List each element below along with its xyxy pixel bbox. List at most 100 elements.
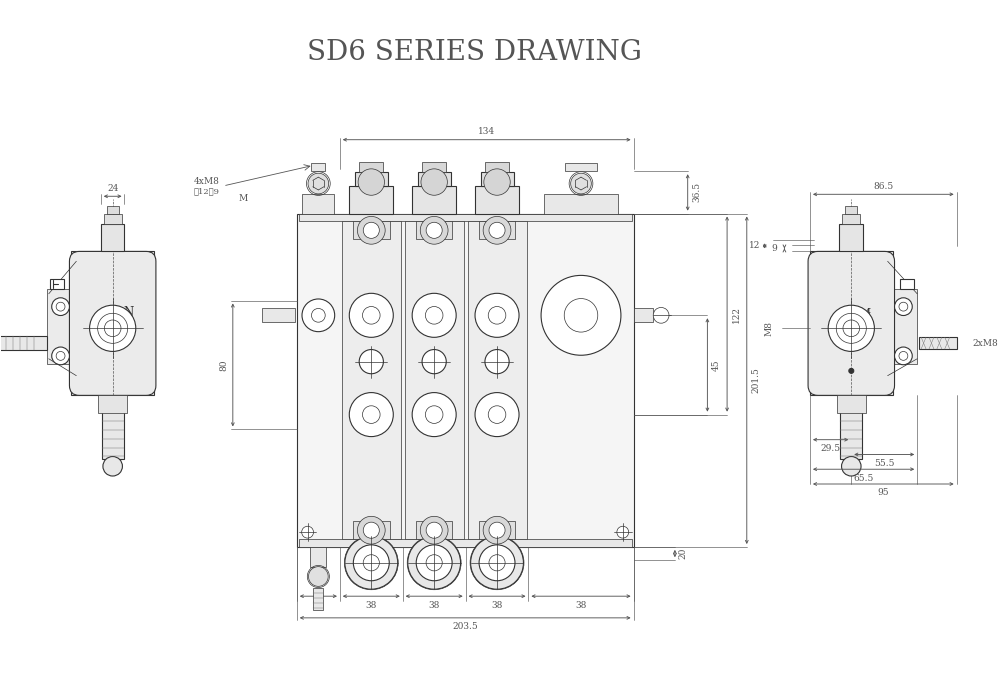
- Bar: [485, 163, 509, 172]
- Text: 12: 12: [749, 242, 761, 251]
- Circle shape: [564, 299, 598, 332]
- Circle shape: [363, 555, 379, 571]
- Circle shape: [104, 320, 121, 336]
- Text: T: T: [578, 311, 585, 320]
- Circle shape: [345, 536, 398, 589]
- Bar: [479, 221, 515, 239]
- Circle shape: [412, 293, 456, 337]
- Bar: [349, 186, 393, 214]
- Text: 65.5: 65.5: [853, 473, 874, 482]
- Text: 122: 122: [731, 306, 740, 322]
- Bar: [481, 172, 514, 186]
- Circle shape: [421, 169, 447, 195]
- Circle shape: [899, 302, 908, 311]
- Text: 29.5: 29.5: [821, 444, 841, 453]
- Bar: [565, 163, 597, 171]
- Bar: [102, 410, 124, 459]
- Bar: [418, 172, 451, 186]
- Circle shape: [617, 526, 629, 538]
- Bar: [479, 521, 515, 539]
- Text: 86.5: 86.5: [873, 182, 893, 191]
- Circle shape: [479, 545, 515, 581]
- Circle shape: [475, 293, 519, 337]
- Bar: [891, 289, 917, 364]
- Circle shape: [653, 307, 669, 323]
- Circle shape: [828, 305, 874, 351]
- Text: 38: 38: [491, 600, 503, 609]
- Bar: [104, 214, 122, 224]
- Circle shape: [422, 350, 446, 373]
- Circle shape: [349, 392, 393, 436]
- Circle shape: [488, 306, 506, 324]
- Circle shape: [56, 352, 65, 360]
- Circle shape: [302, 526, 314, 538]
- Text: 36.5: 36.5: [692, 182, 701, 202]
- Circle shape: [485, 350, 509, 373]
- Text: 38: 38: [575, 600, 587, 609]
- Circle shape: [541, 276, 621, 355]
- Circle shape: [483, 517, 511, 544]
- Bar: [845, 206, 857, 214]
- Text: 201.5: 201.5: [751, 367, 760, 393]
- Text: 134: 134: [478, 127, 495, 136]
- Circle shape: [895, 347, 912, 365]
- Bar: [900, 279, 914, 289]
- Circle shape: [90, 305, 136, 351]
- Text: 4xM8: 4xM8: [193, 177, 219, 186]
- Circle shape: [308, 173, 329, 194]
- Circle shape: [425, 406, 443, 424]
- Circle shape: [98, 313, 128, 343]
- Circle shape: [302, 299, 335, 332]
- Text: 2xM8: 2xM8: [972, 339, 998, 348]
- Text: A3: A3: [491, 311, 503, 320]
- Circle shape: [420, 517, 448, 544]
- Circle shape: [353, 545, 389, 581]
- Text: SD6 SERIES DRAWING: SD6 SERIES DRAWING: [307, 39, 642, 66]
- Text: A1: A1: [365, 311, 377, 320]
- Circle shape: [362, 306, 380, 324]
- Circle shape: [52, 298, 69, 315]
- Bar: [98, 395, 127, 413]
- Circle shape: [357, 517, 385, 544]
- Circle shape: [899, 352, 908, 360]
- Bar: [839, 224, 863, 251]
- Bar: [416, 221, 452, 239]
- Bar: [422, 163, 446, 172]
- Bar: [468, 221, 527, 539]
- Text: M: M: [238, 194, 247, 203]
- Circle shape: [311, 309, 325, 322]
- Circle shape: [362, 406, 380, 424]
- Circle shape: [358, 169, 384, 195]
- Text: 45: 45: [712, 359, 721, 371]
- Circle shape: [489, 555, 505, 571]
- Circle shape: [849, 369, 854, 373]
- Bar: [262, 309, 295, 322]
- Bar: [311, 163, 325, 171]
- Bar: [359, 163, 383, 172]
- Bar: [0, 336, 47, 350]
- Text: 55.5: 55.5: [874, 459, 894, 468]
- Circle shape: [426, 522, 442, 538]
- Circle shape: [357, 216, 385, 244]
- Circle shape: [408, 536, 461, 589]
- Circle shape: [308, 567, 328, 586]
- Text: P: P: [315, 311, 322, 320]
- Circle shape: [359, 350, 383, 373]
- Text: 38: 38: [366, 600, 377, 609]
- Text: 24: 24: [107, 184, 118, 193]
- Bar: [412, 186, 456, 214]
- Text: 38: 38: [428, 600, 440, 609]
- Circle shape: [420, 216, 448, 244]
- Text: 26: 26: [313, 600, 324, 609]
- Bar: [310, 547, 326, 567]
- Bar: [840, 410, 862, 459]
- Circle shape: [895, 298, 912, 315]
- Text: 80: 80: [219, 359, 228, 371]
- Circle shape: [416, 545, 452, 581]
- Circle shape: [412, 392, 456, 436]
- Circle shape: [425, 306, 443, 324]
- Circle shape: [843, 320, 860, 336]
- Circle shape: [426, 555, 442, 571]
- Text: M: M: [861, 312, 871, 321]
- Bar: [405, 221, 464, 539]
